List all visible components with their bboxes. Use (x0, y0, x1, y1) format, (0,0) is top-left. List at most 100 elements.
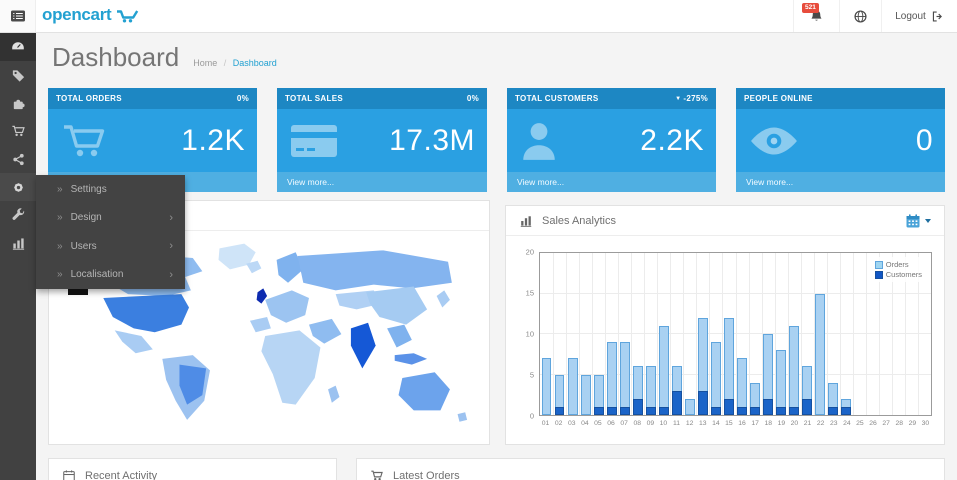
caret-down-icon (925, 218, 931, 223)
sidebar (0, 33, 36, 480)
bar-customers-23 (828, 406, 839, 415)
cart-icon (11, 125, 25, 136)
tile-body: 17.3M (277, 109, 487, 172)
flyout-item-label: Settings (70, 183, 107, 195)
recent-activity-header: Recent Activity (49, 459, 336, 480)
view-more-link[interactable]: View more... (507, 172, 716, 192)
bar-customers-02 (554, 406, 565, 415)
panel-title: Sales Analytics (542, 214, 616, 227)
sidebar-item-system[interactable] (0, 173, 36, 201)
bar-customers-19 (776, 406, 787, 415)
tile-title: TOTAL ORDERS (56, 94, 122, 103)
sidebar-item-sales[interactable] (0, 117, 36, 145)
double-arrow-icon: » (57, 183, 63, 195)
tile-body: 0 (736, 109, 945, 172)
notifications-button[interactable]: 521 (793, 0, 839, 32)
bar-orders-20 (789, 325, 800, 415)
bar-customers-06 (606, 406, 617, 415)
bar-orders-19 (776, 350, 787, 415)
page-head: Dashboard Home / Dashboard (52, 42, 277, 73)
tile-change: 0% (236, 94, 249, 103)
tile-title: TOTAL SALES (285, 94, 343, 103)
chevron-right-icon: › (169, 268, 173, 281)
bar-orders-10 (658, 325, 669, 415)
tile-header: TOTAL ORDERS 0% (48, 88, 257, 109)
globe-icon (854, 9, 867, 23)
view-more-link[interactable]: View more... (736, 172, 945, 192)
bar-customers-15 (724, 398, 734, 415)
bar-customers-14 (710, 406, 721, 415)
tile-total-sales: TOTAL SALES 0% 17.3M View more... (277, 88, 487, 192)
sidebar-toggle-button[interactable] (0, 0, 36, 32)
flyout-item-users[interactable]: » Users › (36, 232, 185, 261)
latest-orders-panel: Latest Orders (356, 458, 945, 480)
opencart-logo[interactable]: opencart (42, 5, 140, 25)
bar-customers-24 (841, 406, 852, 415)
bar-customers-18 (763, 398, 774, 415)
sidebar-item-marketing[interactable] (0, 145, 36, 173)
tile-header: TOTAL CUSTOMERS ▼ -275% (507, 88, 716, 109)
shopping-cart-icon (64, 124, 105, 156)
tile-header: TOTAL SALES 0% (277, 88, 487, 109)
panel-title: Latest Orders (393, 470, 460, 480)
bar-customers-13 (697, 390, 708, 415)
logo-cart-icon (117, 9, 139, 22)
chart-legend: Orders Customers (870, 257, 926, 282)
bar-orders-07 (619, 342, 630, 415)
cart-icon (371, 470, 383, 480)
tile-header: PEOPLE ONLINE (736, 88, 945, 109)
sidebar-item-dashboard[interactable] (0, 33, 36, 61)
sidebar-item-reports[interactable] (0, 229, 36, 257)
tile-value: 2.2K (640, 123, 704, 157)
sidebar-item-extensions[interactable] (0, 89, 36, 117)
flyout-item-settings[interactable]: » Settings (36, 175, 185, 204)
top-bar: opencart 521 Log (0, 0, 957, 33)
bar-orders-04 (580, 374, 591, 415)
logo-text: opencart (42, 5, 112, 24)
bar-customers-10 (658, 406, 669, 415)
bar-orders-14 (710, 342, 721, 415)
sales-chart-plot: Orders Customers (539, 252, 932, 416)
bar-customers-16 (737, 406, 747, 415)
tile-value: 17.3M (389, 123, 475, 157)
flyout-item-localisation[interactable]: » Localisation › (36, 261, 185, 290)
page-title: Dashboard (52, 42, 180, 72)
sidebar-item-catalog[interactable] (0, 61, 36, 89)
panel-title: Recent Activity (85, 470, 158, 480)
bar-customers-20 (789, 406, 800, 415)
latest-orders-header: Latest Orders (357, 459, 944, 480)
calendar-icon (63, 470, 75, 480)
tile-value: 0 (915, 123, 933, 157)
stores-button[interactable] (839, 0, 881, 32)
breadcrumb-current-link[interactable]: Dashboard (232, 58, 277, 68)
puzzle-piece-icon (13, 99, 25, 109)
bar-orders-01 (541, 358, 552, 415)
view-more-link[interactable]: View more... (277, 172, 487, 192)
tile-change: 0% (466, 94, 479, 103)
sales-analytics-panel: Sales Analytics Orders Customers 0 5 10 15 20… (505, 205, 945, 445)
flyout-item-design[interactable]: » Design › (36, 204, 185, 233)
sidebar-item-tools[interactable] (0, 201, 36, 229)
logout-button[interactable]: Logout (881, 0, 957, 32)
bar-customers-21 (802, 398, 813, 415)
bar-customers-11 (671, 390, 682, 415)
date-range-button[interactable] (905, 213, 931, 229)
breadcrumb-separator: / (223, 58, 227, 68)
caret-down-icon: ▼ (675, 95, 682, 102)
chart-icon (520, 215, 532, 227)
menu-toggle-icon (10, 10, 25, 22)
tag-icon (12, 69, 24, 82)
bar-customers-05 (593, 406, 604, 415)
flyout-item-label: Design (70, 212, 102, 224)
bar-customers-07 (619, 406, 630, 415)
sales-analytics-header: Sales Analytics (506, 206, 944, 236)
tile-change: ▼ -275% (675, 94, 708, 103)
bar-orders-12 (684, 398, 695, 415)
breadcrumb-home-link[interactable]: Home (193, 58, 218, 68)
gear-icon (13, 182, 23, 192)
double-arrow-icon: » (57, 212, 63, 224)
bar-orders-06 (606, 342, 617, 415)
flyout-item-label: Localisation (70, 269, 124, 281)
bar-orders-22 (815, 293, 826, 415)
